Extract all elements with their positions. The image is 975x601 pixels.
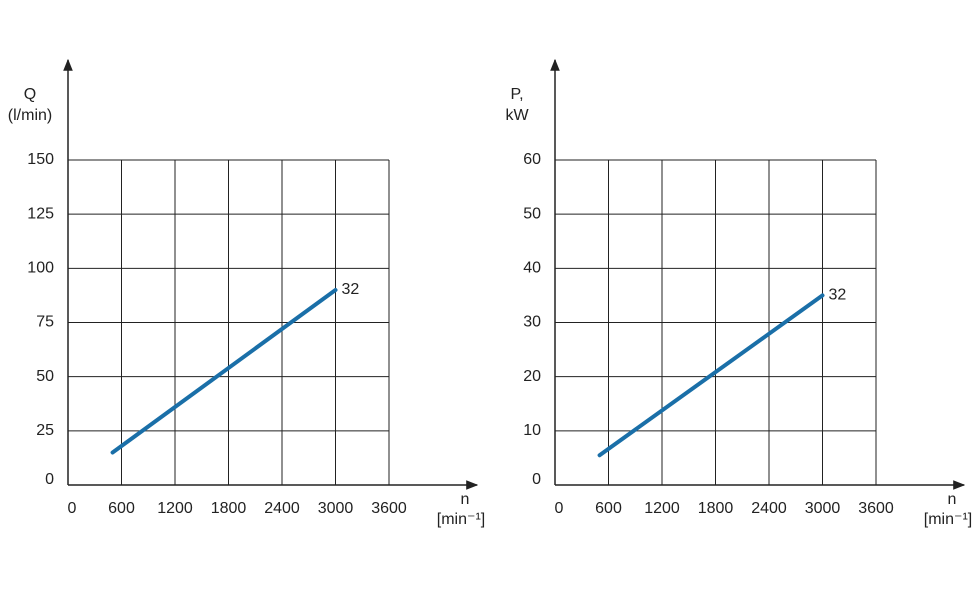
y-axis-label: kW — [505, 107, 529, 124]
x-tick-label: 600 — [595, 500, 622, 517]
y-tick-label: 50 — [36, 368, 54, 385]
y-tick-label: 20 — [523, 368, 541, 385]
y-tick-label: 40 — [523, 260, 541, 277]
x-tick-label: 1200 — [157, 500, 193, 517]
y-tick-label: 125 — [27, 205, 54, 222]
x-tick-label: 0 — [68, 500, 77, 517]
y-tick-label: 10 — [523, 422, 541, 439]
data-line — [110, 288, 338, 455]
y-tick-label: 60 — [523, 151, 541, 168]
x-tick-label: 3000 — [805, 500, 841, 517]
series-label: 32 — [342, 281, 360, 298]
x-tick-label: 3600 — [371, 500, 407, 517]
y-tick-label: 25 — [36, 422, 54, 439]
x-axis-label: [min⁻¹] — [437, 511, 485, 528]
y-tick-label: 150 — [27, 151, 54, 168]
x-axis-label: [min⁻¹] — [924, 511, 972, 528]
x-tick-label: 0 — [555, 500, 564, 517]
x-tick-label: 3000 — [318, 500, 354, 517]
x-tick-label: 1200 — [644, 500, 680, 517]
y-axis-label: Q — [24, 86, 36, 103]
y-tick-label: 0 — [532, 471, 541, 488]
y-axis-label: P, — [510, 86, 523, 103]
y-tick-label: 30 — [523, 314, 541, 331]
x-axis-label: n — [461, 491, 470, 508]
y-tick-label: 100 — [27, 260, 54, 277]
x-axis-label: n — [948, 491, 957, 508]
y-tick-label: 0 — [45, 471, 54, 488]
x-tick-label: 1800 — [698, 500, 734, 517]
series-label: 32 — [829, 287, 847, 304]
x-tick-label: 2400 — [264, 500, 300, 517]
x-tick-label: 3600 — [858, 500, 894, 517]
x-tick-label: 600 — [108, 500, 135, 517]
y-axis-label: (l/min) — [8, 107, 52, 124]
x-tick-label: 1800 — [211, 500, 247, 517]
x-tick-label: 2400 — [751, 500, 787, 517]
y-tick-label: 75 — [36, 314, 54, 331]
y-tick-label: 50 — [523, 205, 541, 222]
data-line — [597, 293, 825, 458]
